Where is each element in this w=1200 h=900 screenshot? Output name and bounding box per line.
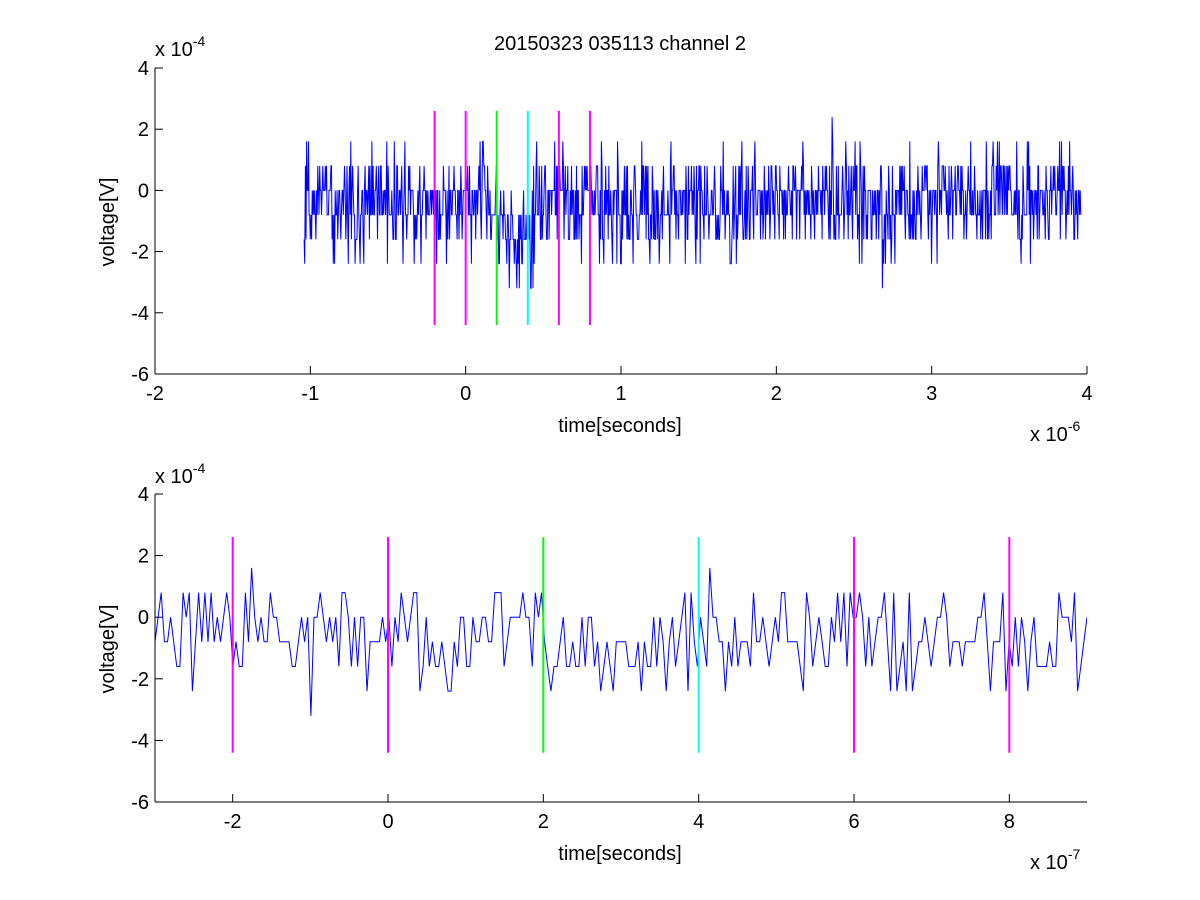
top-x-ticks: -2 -1 0 1 2 3 4: [146, 366, 1093, 405]
bottom-x-tick-label: 6: [848, 811, 859, 833]
bottom-x-ticks: -2 0 2 4 6 8: [224, 794, 1015, 833]
top-y-axis-label: voltage[V]: [97, 178, 119, 267]
bottom-y-ticks: -6 -4 -2 0 2 4: [131, 484, 163, 814]
bottom-y-tick-label: -4: [131, 730, 149, 752]
top-x-tick-label: -1: [301, 383, 319, 405]
top-x-tick-label: -2: [146, 383, 164, 405]
top-x-tick-label: 3: [926, 383, 937, 405]
top-x-axis-label: time[seconds]: [558, 415, 681, 437]
bottom-x-tick-label: 0: [382, 811, 393, 833]
top-x-tick-label: 0: [460, 383, 471, 405]
bottom-x-tick-label: 2: [538, 811, 549, 833]
bottom-x-axis-label: time[seconds]: [558, 843, 681, 865]
top-x-tick-label: 4: [1081, 383, 1092, 405]
top-y-exponent: x 10-4: [155, 33, 205, 61]
bottom-x-exponent-power: -7: [1068, 846, 1081, 862]
top-x-tick-label: 1: [615, 383, 626, 405]
top-y-exponent-power: -4: [193, 33, 206, 49]
bottom-y-tick-label: 0: [138, 607, 149, 629]
top-x-exponent-base: x 10: [1030, 424, 1068, 446]
top-y-ticks: -6 -4 -2 0 2 4: [131, 58, 163, 386]
bottom-y-exponent-base: x 10: [155, 466, 193, 488]
bottom-y-exponent: x 10-4: [155, 460, 205, 488]
top-y-exponent-base: x 10: [155, 39, 193, 61]
bottom-x-tick-label: -2: [224, 811, 242, 833]
bottom-x-exponent: x 10-7: [1030, 846, 1080, 874]
chart-title: 20150323 035113 channel 2: [494, 33, 746, 55]
bottom-plot-area: [154, 494, 1087, 803]
top-y-tick-label: 2: [138, 119, 149, 141]
top-subplot: 20150323 035113 channel 2 -6 -4 -2 0 2 4 -2 -1…: [97, 33, 1093, 446]
top-plot-area: [154, 68, 1087, 375]
bottom-x-tick-label: 4: [693, 811, 704, 833]
top-y-tick-label: -6: [131, 364, 149, 386]
bottom-x-exponent-base: x 10: [1030, 852, 1068, 874]
bottom-y-tick-label: 2: [138, 546, 149, 568]
top-y-tick-label: -2: [131, 242, 149, 264]
top-x-exponent-power: -6: [1068, 418, 1081, 434]
top-y-tick-label: 4: [138, 58, 149, 80]
bottom-y-axis-label: voltage[V]: [97, 605, 119, 694]
bottom-x-tick-label: 8: [1004, 811, 1015, 833]
top-y-tick-label: -4: [131, 303, 149, 325]
top-x-tick-label: 2: [771, 383, 782, 405]
bottom-y-exponent-power: -4: [193, 460, 206, 476]
bottom-y-tick-label: -2: [131, 669, 149, 691]
bottom-signal-trace: [155, 567, 1087, 716]
bottom-y-tick-label: 4: [138, 484, 149, 506]
bottom-subplot: -6 -4 -2 0 2 4 -2 0 2 4 6 8 time[seconds] voltage[…: [97, 460, 1087, 874]
top-y-tick-label: 0: [138, 180, 149, 202]
bottom-y-tick-label: -6: [131, 792, 149, 814]
top-x-exponent: x 10-6: [1030, 418, 1080, 446]
